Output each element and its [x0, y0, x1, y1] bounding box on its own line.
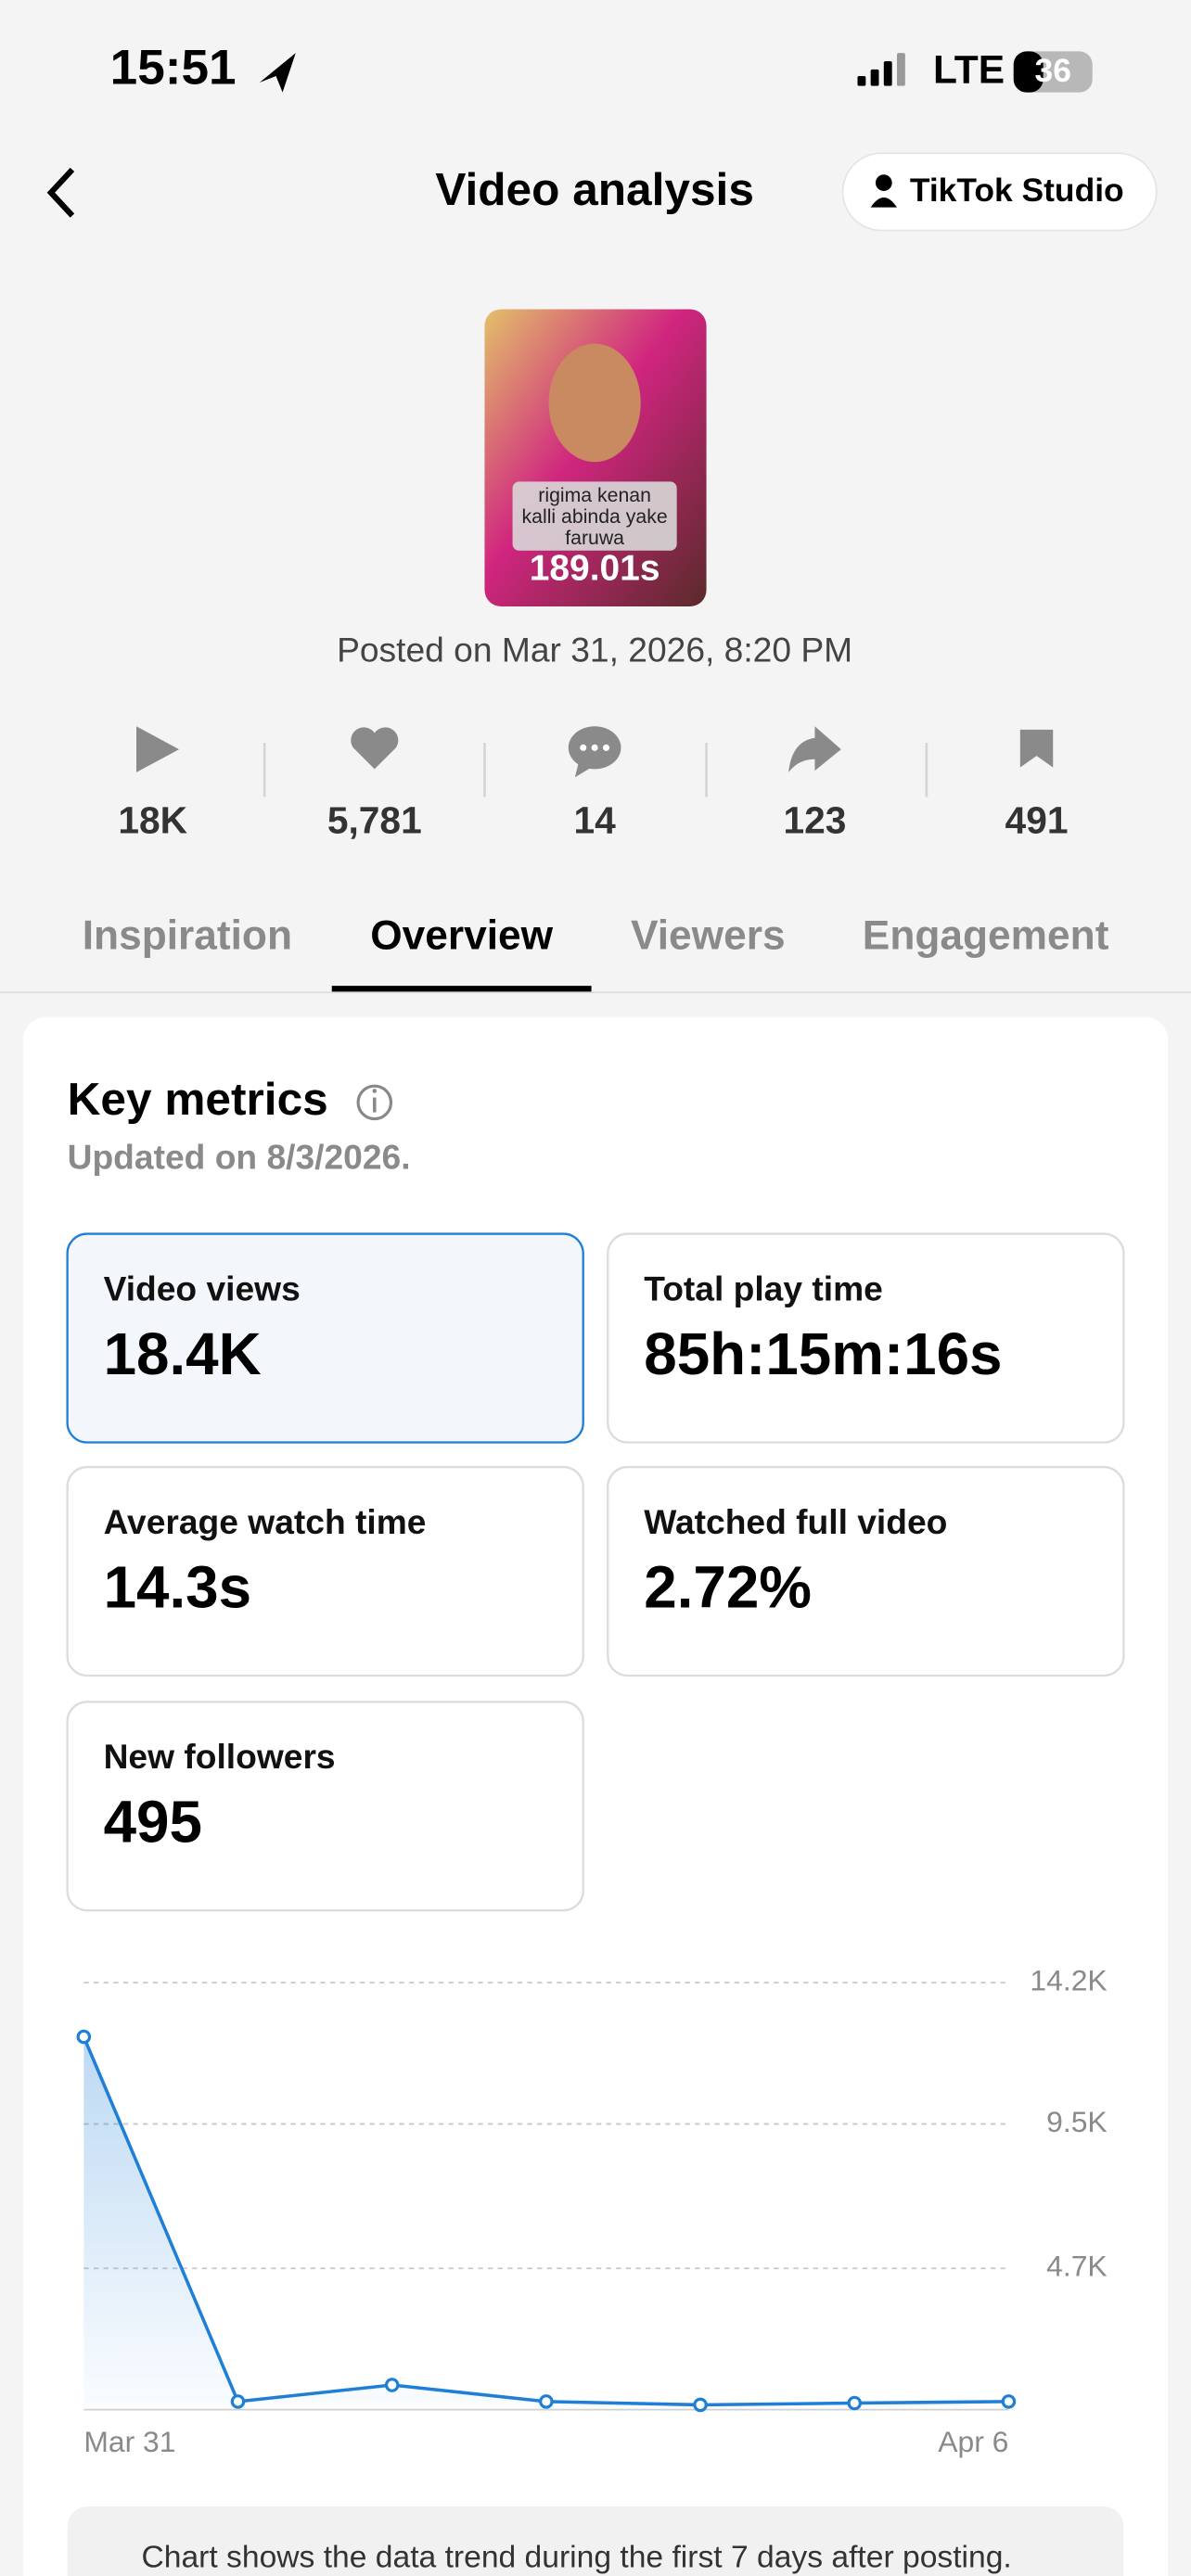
location-icon [259, 53, 296, 93]
metric-value: 14.3s [104, 1553, 252, 1620]
point [539, 2394, 554, 2409]
x-tick-label: Apr 6 [938, 2425, 1008, 2458]
tab[interactable]: Inspiration [83, 912, 292, 958]
metric-label: Average watch time [104, 1502, 427, 1541]
metric-cards: Video views 18.4K Total play time 85h:15m:1… [66, 1232, 1125, 1912]
comments-icon [574, 764, 592, 778]
info-icon[interactable] [356, 1084, 393, 1121]
comments-dots [580, 744, 610, 751]
caption-line: faruwa [565, 527, 624, 549]
metric-card[interactable] [66, 1701, 584, 1912]
metric-label: Watched full video [644, 1502, 947, 1541]
studio-button[interactable] [841, 152, 1158, 232]
stat-value: 14 [573, 799, 616, 842]
views-icon [135, 726, 180, 772]
metric-value: 85h:15m:16s [644, 1320, 1002, 1387]
tab[interactable]: Viewers [631, 912, 786, 958]
stat-value: 491 [1005, 799, 1069, 842]
point [847, 2395, 863, 2411]
point [76, 2029, 92, 2045]
metric-card[interactable] [66, 1232, 584, 1444]
metric-card[interactable] [607, 1465, 1125, 1677]
battery-level [1013, 51, 1044, 93]
posted-date: Posted on Mar 31, 2026, 8:20 PM [337, 630, 852, 669]
video-duration: 189.01s [530, 548, 660, 588]
caption-line: rigima kenan [538, 484, 651, 506]
stat-value: 18K [118, 799, 187, 842]
thumbnail-figure [548, 343, 641, 463]
caption-box [512, 481, 677, 551]
point [230, 2394, 246, 2409]
y-tick-label: 9.5K [1046, 2105, 1108, 2138]
y-tick-label: 4.7K [1046, 2250, 1108, 2283]
caption-line: kalli abinda yake [522, 505, 668, 528]
tab[interactable]: Engagement [863, 912, 1109, 958]
x-tick-label: Mar 31 [83, 2425, 175, 2458]
chart: 4.7K 9.5K 14.2K Mar 31 Apr 6 [76, 1964, 1108, 2458]
tab-indicator [331, 986, 592, 993]
page-title: Video analysis [435, 163, 754, 215]
metric-value: 2.72% [644, 1553, 812, 1620]
battery-text: 36 [1035, 52, 1071, 89]
studio-icon [870, 198, 897, 208]
area [83, 2036, 1009, 2410]
likes-icon [351, 727, 399, 770]
tab[interactable]: Overview [370, 912, 553, 958]
studio-icon [875, 174, 892, 191]
stats: 18K 5,781 14 123 491 [118, 799, 1068, 842]
metric-label: New followers [104, 1737, 336, 1776]
updated-date: Updated on 8/3/2026. [68, 1138, 411, 1177]
point [693, 2397, 708, 2413]
signal-icon [857, 53, 905, 86]
studio-label[interactable]: TikTok Studio [910, 172, 1124, 209]
metric-value: 18.4K [104, 1320, 262, 1387]
network: LTE [933, 49, 1005, 93]
shares-icon [788, 726, 841, 772]
back-button[interactable] [46, 167, 75, 218]
info-icon [372, 1089, 378, 1093]
stat-value: 5,781 [327, 799, 422, 842]
metric-card[interactable] [607, 1232, 1125, 1444]
note-box [67, 2506, 1124, 2576]
y-tick-label: 14.2K [1030, 1964, 1107, 1997]
stat-value: 123 [783, 799, 846, 842]
metric-label: Video views [104, 1269, 301, 1307]
point [384, 2378, 400, 2392]
metric-label: Total play time [644, 1269, 883, 1307]
status-time: 15:51 [110, 41, 237, 96]
saves-icon [1019, 729, 1054, 768]
section-title: Key metrics [68, 1073, 328, 1125]
tabs: Inspiration Overview Viewers Engagement [83, 912, 1109, 993]
metric-card[interactable] [66, 1465, 584, 1677]
chart-note: Chart shows the data trend during the fi… [141, 2541, 1011, 2575]
point [1001, 2394, 1017, 2409]
metric-value: 495 [104, 1789, 202, 1855]
stat-dividers [263, 743, 928, 797]
